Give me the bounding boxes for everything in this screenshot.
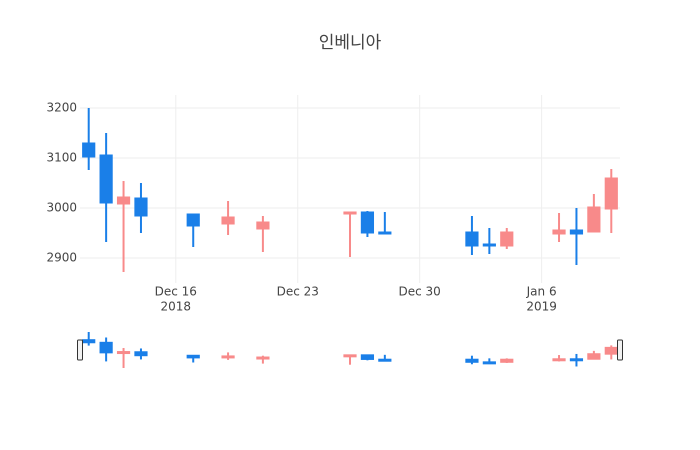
- candle-body: [500, 231, 514, 247]
- candle-body: [256, 221, 270, 230]
- candle-body: [99, 154, 113, 204]
- candle-body: [569, 229, 584, 235]
- slider-candle-body: [343, 354, 357, 358]
- y-tick-label: 3200: [46, 101, 77, 115]
- slider-candle-body: [99, 341, 113, 354]
- slider-candle-body: [360, 354, 375, 360]
- candle-body: [604, 177, 618, 210]
- x-tick-year: 2019: [526, 300, 557, 314]
- x-tick-label: Dec 16: [155, 285, 197, 299]
- slider-candle-body: [134, 351, 148, 357]
- candle-body: [343, 211, 357, 215]
- candle-body: [378, 231, 392, 235]
- y-tick-label: 3100: [46, 151, 77, 165]
- x-tick-label: Dec 23: [277, 285, 319, 299]
- candle-body: [465, 231, 479, 247]
- chart-title: 인베니아: [319, 33, 382, 53]
- candle-body: [360, 211, 375, 234]
- slider-candle-body: [482, 361, 496, 365]
- slider-candle-body: [256, 356, 270, 360]
- slider-candle-body: [587, 353, 601, 360]
- range-slider-handle: [77, 339, 83, 361]
- slider-candle-body: [378, 358, 392, 362]
- candle-body: [482, 243, 496, 247]
- slider-candle-body: [604, 346, 618, 355]
- x-tick-label: Dec 30: [399, 285, 441, 299]
- candle-body: [186, 213, 200, 227]
- slider-candle-body: [221, 355, 235, 359]
- candle-body: [221, 216, 235, 225]
- candle-body: [552, 229, 566, 235]
- candle-body: [134, 197, 148, 217]
- y-tick-label: 2900: [46, 251, 77, 265]
- slider-candle-body: [465, 358, 479, 363]
- slider-candle-body: [116, 351, 131, 355]
- range-slider-handle: [617, 339, 623, 361]
- slider-candle-body: [186, 354, 200, 359]
- range-slider-bg: [80, 328, 620, 372]
- slider-candle-body: [82, 339, 96, 344]
- x-tick-year: 2018: [161, 300, 192, 314]
- slider-candle-body: [569, 358, 584, 362]
- slider-candle-body: [500, 358, 514, 363]
- candle-body: [116, 196, 131, 205]
- candle-body: [82, 142, 96, 158]
- candle-body: [587, 206, 601, 233]
- slider-candle-body: [552, 358, 566, 362]
- x-tick-label: Jan 6: [526, 285, 557, 299]
- y-tick-label: 3000: [46, 201, 77, 215]
